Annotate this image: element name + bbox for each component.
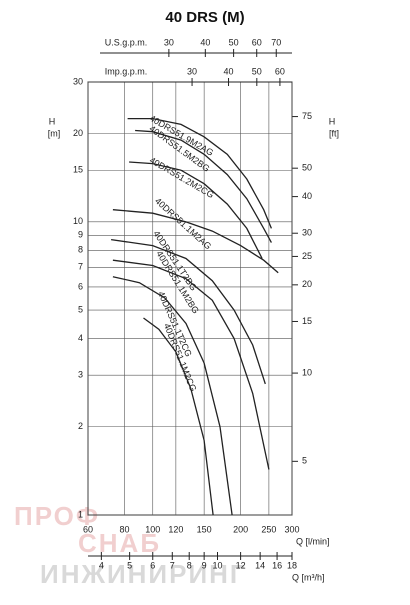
x-tick-label: 80 — [119, 524, 129, 534]
y-tick-label: 2 — [78, 421, 83, 431]
top-tick-label: 70 — [271, 37, 281, 47]
x2-tick-label: 12 — [236, 560, 246, 570]
x2-tick-label: 4 — [99, 560, 104, 570]
x-tick-label: 200 — [233, 524, 248, 534]
x-axis-label: Q [l/min] — [296, 536, 330, 546]
curve — [135, 129, 272, 243]
curve — [112, 259, 270, 470]
y-tick-label: 30 — [73, 76, 83, 86]
chart-title: 40 DRS (M) — [165, 9, 244, 26]
y-tick-label: 15 — [73, 165, 83, 175]
top-axis-label: U.S.g.p.m. — [105, 37, 148, 47]
y2-tick-label: 75 — [302, 111, 312, 121]
x2-tick-label: 9 — [202, 560, 207, 570]
curve — [129, 161, 263, 259]
y2-tick-label: 40 — [302, 191, 312, 201]
y2-axis-unit: [ft] — [329, 128, 339, 138]
y-tick-label: 3 — [78, 370, 83, 380]
x2-tick-label: 5 — [127, 560, 132, 570]
y-tick-label: 20 — [73, 128, 83, 138]
x-tick-label: 250 — [261, 524, 276, 534]
y2-tick-label: 25 — [302, 251, 312, 261]
y2-tick-label: 50 — [302, 163, 312, 173]
y2-tick-label: 20 — [302, 279, 312, 289]
y-tick-label: 5 — [78, 304, 83, 314]
x-tick-label: 300 — [284, 524, 299, 534]
x-tick-label: 120 — [168, 524, 183, 534]
x2-tick-label: 6 — [150, 560, 155, 570]
x-tick-label: 60 — [83, 524, 93, 534]
x2-axis-label: Q [m³/h] — [292, 572, 325, 582]
y2-tick-label: 5 — [302, 456, 307, 466]
top-tick-label: 30 — [164, 37, 174, 47]
y2-tick-label: 30 — [302, 228, 312, 238]
x2-tick-label: 18 — [287, 560, 297, 570]
curve — [112, 276, 233, 516]
y2-axis-label: H — [329, 116, 336, 126]
curve — [112, 209, 279, 274]
x-tick-label: 150 — [197, 524, 212, 534]
y-tick-label: 7 — [78, 262, 83, 272]
y2-tick-label: 15 — [302, 316, 312, 326]
top-tick-label: 50 — [229, 37, 239, 47]
x2-tick-label: 8 — [187, 560, 192, 570]
y-tick-label: 4 — [78, 333, 83, 343]
watermark: ИНЖИНИРИНГ — [40, 559, 247, 589]
x2-tick-label: 16 — [272, 560, 282, 570]
x-tick-label: 100 — [145, 524, 160, 534]
top-axis-label: Imp.g.p.m. — [105, 66, 148, 76]
y-tick-label: 6 — [78, 281, 83, 291]
y-axis-unit: [m] — [48, 128, 61, 138]
x2-tick-label: 14 — [255, 560, 265, 570]
x2-tick-label: 7 — [170, 560, 175, 570]
y-tick-label: 1 — [78, 509, 83, 519]
top-tick-label: 60 — [252, 37, 262, 47]
y-tick-label: 8 — [78, 245, 83, 255]
x2-tick-label: 10 — [212, 560, 222, 570]
y2-tick-label: 10 — [302, 367, 312, 377]
y-tick-label: 9 — [78, 230, 83, 240]
top-tick-label: 60 — [275, 66, 285, 76]
y-axis-label: H — [49, 116, 56, 126]
top-tick-label: 40 — [200, 37, 210, 47]
watermark: СНАБ — [78, 528, 161, 558]
top-tick-label: 40 — [224, 66, 234, 76]
watermark: ПРОФ — [14, 501, 100, 531]
curve — [143, 317, 214, 516]
curve — [127, 117, 273, 229]
top-tick-label: 50 — [252, 66, 262, 76]
curve — [111, 238, 266, 385]
y-tick-label: 10 — [73, 216, 83, 226]
top-tick-label: 30 — [187, 66, 197, 76]
